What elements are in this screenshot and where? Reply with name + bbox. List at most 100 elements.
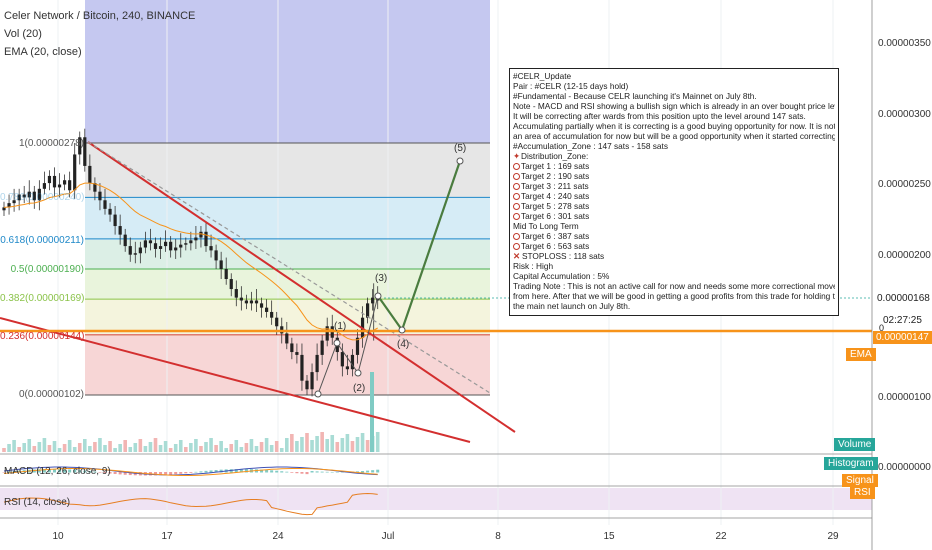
macd-histogram-bar [12,471,16,473]
candle-body [189,240,193,244]
note-line: Risk : High [513,261,835,271]
candle-body [199,231,203,238]
countdown-label: 02:27:25 [883,315,922,326]
macd-histogram-bar [295,472,299,474]
candle-body [285,333,289,344]
macd-histogram-bar [310,471,314,473]
rsi-line [3,492,378,516]
target-circle-icon [513,173,520,180]
macd-histogram-bar [68,469,72,473]
rsi-legend: RSI (14, close) [4,497,71,508]
note-text: Distribution_Zone: [520,151,589,161]
candle-body [7,203,11,208]
macd-histogram-bar [376,469,380,473]
volume-bar [335,442,340,452]
volume-bar [2,448,6,452]
candle-body [133,253,137,255]
volume-bar [93,442,97,452]
macd-histogram-bar [204,470,208,473]
candle-body [174,247,178,251]
candle-body [63,180,67,185]
note-text: Trading Note : This is not an active cal… [513,281,835,291]
target-circle-icon [513,183,520,190]
candle-body [108,208,112,215]
volume-bar [355,437,360,452]
volume-bar [279,448,284,452]
note-text: Accumulating partially when it is correc… [513,121,835,131]
volume-bar [32,446,37,452]
target-circle-icon [513,193,520,200]
note-text: #Fundamental - Because CELR launching it… [513,91,757,101]
note-text: Target 1 : 169 sats [521,161,590,171]
candle-body [52,175,57,188]
x-tick: 22 [715,531,727,542]
candle-body [340,352,344,367]
macd-histogram-bar [47,469,51,473]
macd-histogram-bar [93,471,97,473]
macd-histogram-bar [244,469,248,473]
macd-histogram-bar [305,472,309,475]
volume-bar [290,434,294,452]
candle-body [138,247,142,254]
y-tick: 0.00000250 [878,179,931,190]
candle-body [244,300,248,304]
volume-bar [194,439,198,452]
volume-bar [37,442,42,452]
note-line: ✕ STOPLOSS : 118 sats [513,251,835,261]
accumulation-price-label: 0.00000147 [873,331,932,344]
x-tick: 29 [827,531,839,542]
volume-bar [234,440,239,452]
volume-bar [249,439,254,452]
wave-point-1 [333,339,341,347]
volume-bar [310,440,314,452]
candle-body [275,317,279,327]
candle-body [143,240,147,248]
volume-bar [300,437,304,452]
macd-histogram-bar [340,471,344,473]
y-tick: 0.00000100 [878,392,931,403]
note-line: Target 4 : 240 sats [513,191,835,201]
candle-body [98,191,102,201]
candle-body [83,137,87,166]
note-line: Target 3 : 211 sats [513,181,835,191]
volume-bar [168,448,173,452]
candle-body [113,214,117,227]
candle-body [123,234,127,247]
upper-extension-zone [85,0,490,143]
macd-histogram-bar [300,472,304,474]
candle-body [265,307,269,312]
macd-histogram-bar [325,471,329,473]
volume-bar [52,441,57,452]
macd-histogram-bar [42,469,46,473]
macd-histogram-bar [78,470,82,473]
volume-bar [375,432,380,452]
stoploss-cross-icon: ✕ [513,251,520,261]
note-line: Target 6 : 563 sats [513,241,835,251]
volume-bar [219,441,223,452]
volume-bar [158,445,163,452]
volume-bar [77,443,82,452]
macd-histogram-bar [320,471,324,473]
fib-zone-1-0786 [85,143,490,197]
volume-bar [305,433,309,452]
volume-bar [340,438,345,452]
candle-body [73,154,77,191]
macd-histogram-bar [194,471,198,473]
note-text: Target 6 : 301 sats [521,211,590,221]
x-tick: 24 [272,531,284,542]
candle-body [371,297,375,304]
histogram-tag: Histogram [824,457,878,470]
candle-body [93,183,97,192]
note-line: #CELR_Update [513,71,835,81]
fib-lines [85,142,490,396]
volume-bar [67,440,72,452]
target-circle-icon [513,163,520,170]
volume-bar [285,438,289,452]
macd-pane [2,466,380,476]
volume-bar [274,441,279,452]
note-text: the main net launch on July 8th. [513,301,631,311]
volume-legend: Vol (20) [4,28,42,40]
candle-body [355,337,360,355]
volume-bar [47,445,52,452]
